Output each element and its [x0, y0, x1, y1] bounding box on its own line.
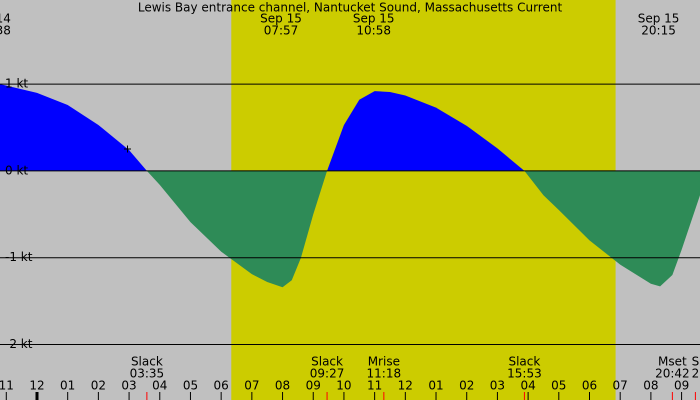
event-time: 07:57 [264, 24, 299, 38]
event-time: 03:35 [130, 367, 165, 381]
flood-area [0, 84, 147, 171]
x-tick-label: 04 [152, 379, 167, 393]
event-time: 38 [0, 24, 11, 38]
event-time: 20:42 [655, 367, 690, 381]
x-tick-label: 04 [520, 379, 535, 393]
chart-title: Lewis Bay entrance channel, Nantucket So… [138, 1, 563, 15]
x-tick-label: 07 [244, 379, 259, 393]
x-tick-label: 12 [398, 379, 413, 393]
x-tick-label: 03 [490, 379, 505, 393]
event-date: Sep 15 [638, 12, 680, 26]
event-label: Slack [311, 355, 343, 369]
event-date: Sep 15 [260, 12, 302, 26]
event-label: S [692, 355, 700, 369]
x-tick-label: 06 [214, 379, 229, 393]
x-tick-label: 11 [0, 379, 14, 393]
event-time: 20:15 [641, 24, 676, 38]
x-tick-label: 08 [275, 379, 290, 393]
event-time: 2 [692, 367, 700, 381]
x-tick-label: 02 [459, 379, 474, 393]
y-tick-label: -2 kt [5, 337, 33, 351]
event-date: 14 [0, 12, 11, 26]
x-tick-label: 01 [60, 379, 75, 393]
x-tick-label: 10 [336, 379, 351, 393]
event-date: Sep 15 [353, 12, 395, 26]
y-tick-label: 1 kt [5, 77, 28, 91]
event-time: 15:53 [507, 367, 542, 381]
x-tick-label: 02 [91, 379, 106, 393]
y-tick-label: -1 kt [5, 250, 33, 264]
x-tick-label: 01 [428, 379, 443, 393]
x-tick-label: 05 [551, 379, 566, 393]
grid [0, 83, 700, 400]
flood-area [327, 91, 525, 171]
x-tick-label: 03 [121, 379, 136, 393]
event-label: Slack [508, 355, 540, 369]
event-time: 11:18 [367, 367, 402, 381]
x-tick-label: 12 [29, 379, 44, 393]
event-label: Mset [658, 355, 687, 369]
event-time: 09:27 [310, 367, 345, 381]
x-tick-label: 09 [674, 379, 689, 393]
event-time: 10:58 [356, 24, 391, 38]
current-marker [124, 145, 131, 153]
x-tick-label: 07 [613, 379, 628, 393]
x-tick-label: 06 [582, 379, 597, 393]
x-tick-label: 11 [367, 379, 382, 393]
labels: 1 kt 0 kt -1 kt -2 kt 11 12 01 02 03 04 05 06 07 08 09… [0, 12, 699, 393]
x-tick-label: 08 [643, 379, 658, 393]
event-label: Slack [131, 355, 163, 369]
x-tick-label: 05 [183, 379, 198, 393]
event-label: Mrise [368, 355, 400, 369]
y-tick-label: 0 kt [5, 163, 28, 177]
x-tick-label: 09 [306, 379, 321, 393]
